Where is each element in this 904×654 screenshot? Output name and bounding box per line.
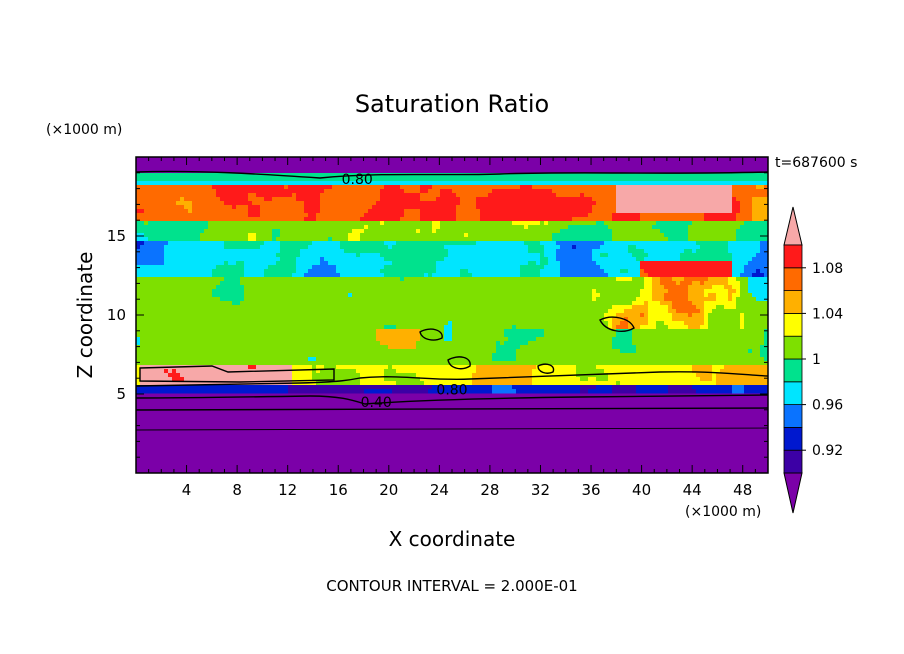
y-unit-label: (×1000 m) <box>46 122 122 138</box>
x-unit-label: (×1000 m) <box>685 504 761 520</box>
colorbar-bin <box>783 244 803 269</box>
x-axis-label: X coordinate <box>389 527 516 551</box>
colorbar-tick-label: 0.96 <box>812 398 843 414</box>
x-tick-label: 8 <box>232 481 242 499</box>
y-axis-ticks: 5 10 15 <box>107 172 768 458</box>
contour-label: 0.80 <box>436 382 467 398</box>
x-tick-label: 12 <box>278 481 297 499</box>
contour-labels: 0.80 0.80 0.40 <box>342 172 468 411</box>
chart-title: Saturation Ratio <box>355 90 549 118</box>
colorbar-bin <box>783 381 803 405</box>
x-tick-label: 16 <box>329 481 348 499</box>
plot-area <box>136 157 768 473</box>
colorbar-tick-label: 0.92 <box>812 443 843 459</box>
contour-lines <box>136 170 768 431</box>
x-axis-ticks: 4 8 12 16 20 24 28 32 36 40 44 48 <box>148 157 756 499</box>
x-tick-label: 36 <box>581 481 600 499</box>
colorbar-bin <box>783 426 803 451</box>
y-tick-label: 10 <box>107 306 126 324</box>
x-tick-label: 24 <box>430 481 449 499</box>
colorbar-bin <box>783 404 803 428</box>
x-tick-label: 20 <box>379 481 398 499</box>
y-tick-label: 15 <box>107 227 126 245</box>
x-tick-label: 40 <box>632 481 651 499</box>
y-tick-label: 5 <box>116 385 126 403</box>
colorbar-bin-bottom <box>783 472 803 514</box>
x-tick-label: 32 <box>531 481 550 499</box>
time-label: t=687600 s <box>775 155 857 171</box>
contour-interval-footer: CONTOUR INTERVAL = 2.000E-01 <box>326 577 577 595</box>
colorbar-bin <box>783 267 803 291</box>
contour-label: 0.40 <box>361 395 392 411</box>
colorbar-tick-label: 1.04 <box>812 306 843 322</box>
saturation-field <box>136 173 768 394</box>
colorbar-bin <box>783 312 803 337</box>
x-tick-label: 44 <box>683 481 702 499</box>
x-tick-label: 48 <box>733 481 752 499</box>
y-axis-label: Z coordinate <box>73 252 97 379</box>
colorbar-tick-label: 1.08 <box>812 261 843 277</box>
colorbar-bin <box>783 290 803 314</box>
contour-label: 0.80 <box>342 172 373 188</box>
colorbar-tick-label: 1 <box>812 352 821 368</box>
colorbar-bin <box>783 358 803 383</box>
x-tick-label: 4 <box>182 481 192 499</box>
colorbar-bin <box>783 335 803 360</box>
colorbar-bin-top <box>783 206 803 246</box>
colorbar: 0.92 0.96 1 1.04 1.08 <box>783 206 843 514</box>
colorbar-bin <box>783 449 803 474</box>
x-tick-label: 28 <box>480 481 499 499</box>
